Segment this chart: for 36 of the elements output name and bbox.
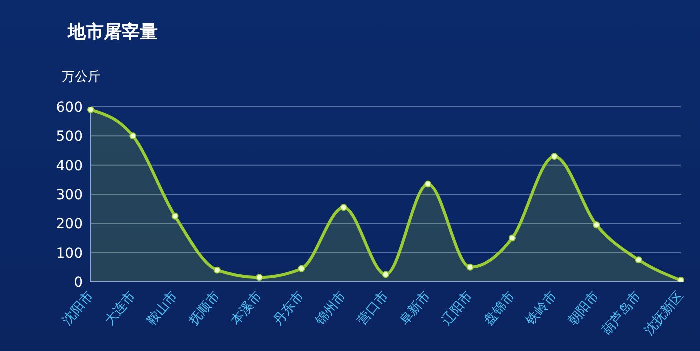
- chart-title: 地市屠宰量: [68, 21, 158, 44]
- y-axis-title: 万公斤: [62, 69, 101, 86]
- x-tick-label: 大连市: [102, 289, 139, 329]
- y-tick-label: 100: [56, 246, 83, 262]
- y-tick-label: 300: [56, 187, 83, 204]
- y-tick-label: 500: [56, 129, 83, 146]
- point: [593, 222, 600, 229]
- x-tick-label: 沈阳市: [60, 289, 97, 329]
- point: [214, 266, 221, 274]
- point: [551, 153, 558, 160]
- point: [88, 107, 94, 114]
- point: [256, 274, 264, 282]
- point: [382, 271, 390, 278]
- point: [424, 180, 432, 188]
- x-tick-label: 丹东市: [270, 289, 308, 329]
- point: [172, 212, 179, 220]
- x-tick-label: 锦州市: [312, 289, 350, 330]
- point: [466, 264, 474, 271]
- x-tick-label: 盘锦市: [482, 289, 518, 329]
- y-tick-label: 0: [74, 274, 83, 291]
- point: [678, 277, 684, 282]
- y-tick-label: 200: [56, 216, 83, 233]
- x-tick-label: 营口市: [355, 289, 392, 329]
- point: [508, 234, 516, 242]
- x-tick-label: 鞍山市: [144, 289, 182, 329]
- x-tick-label: 阜新市: [397, 289, 434, 329]
- point: [340, 204, 348, 212]
- y-tick-label: 600: [56, 100, 83, 116]
- y-tick-label: 400: [56, 158, 83, 174]
- x-tick-label: 本溪市: [228, 289, 266, 329]
- point: [635, 256, 642, 264]
- x-tick-label: 铁岭市: [523, 289, 560, 330]
- point: [130, 132, 137, 140]
- x-tick-label: 抚顺市: [186, 289, 224, 330]
- x-tick-label: 辽阳市: [440, 289, 476, 329]
- point: [298, 265, 306, 272]
